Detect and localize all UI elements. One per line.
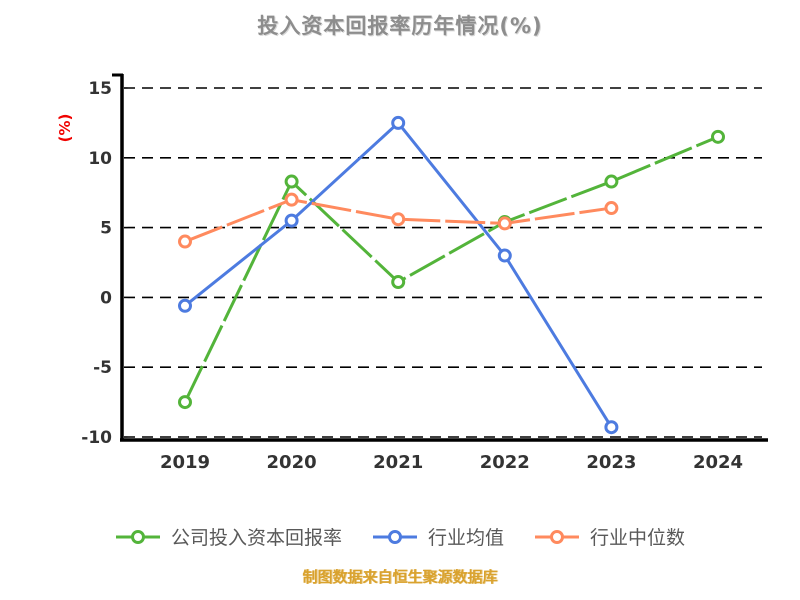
legend-item-industry-mean: 行业均值 bbox=[372, 523, 504, 550]
y-tick-label: -10 bbox=[81, 428, 112, 448]
data-point-marker bbox=[604, 201, 619, 216]
chart-legend: 公司投入资本回报率 行业均值 行业中位数 bbox=[0, 523, 800, 550]
data-point-marker bbox=[284, 192, 299, 207]
x-tick-label: 2019 bbox=[160, 452, 210, 473]
y-tick-label: 5 bbox=[100, 219, 112, 239]
data-point-marker bbox=[711, 129, 725, 144]
chart-title: 投入资本回报率历年情况(%) bbox=[257, 14, 543, 38]
data-point-marker bbox=[178, 395, 192, 410]
legend-label-company-roic: 公司投入资本回报率 bbox=[170, 527, 342, 549]
data-point-marker bbox=[284, 174, 299, 189]
legend-label-industry-mean: 行业均值 bbox=[427, 527, 504, 549]
data-source-note: 制图数据来自恒生聚源数据库 bbox=[302, 568, 498, 586]
x-tick-label: 2022 bbox=[480, 452, 530, 473]
x-tick-label: 2023 bbox=[586, 452, 636, 473]
data-point-marker bbox=[178, 298, 192, 313]
x-tick-label: 2020 bbox=[267, 452, 317, 473]
data-point-marker bbox=[391, 115, 406, 130]
series-line bbox=[183, 135, 719, 403]
legend-marker-company-roic-icon bbox=[115, 529, 160, 544]
legend-marker-industry-median-icon bbox=[535, 529, 579, 544]
legend-item-industry-median: 行业中位数 bbox=[534, 523, 685, 550]
data-point-marker bbox=[178, 234, 192, 249]
y-axis-label: (%) bbox=[56, 114, 74, 143]
data-point-marker bbox=[391, 212, 406, 227]
x-tick-label: 2021 bbox=[373, 452, 423, 473]
data-point-marker bbox=[284, 213, 299, 228]
y-tick-label: 10 bbox=[88, 149, 112, 169]
x-tick-label: 2024 bbox=[693, 452, 743, 473]
data-point-marker bbox=[497, 216, 512, 231]
data-point-marker bbox=[604, 420, 619, 435]
y-tick-label: 0 bbox=[100, 288, 112, 308]
legend-item-company-roic: 公司投入资本回报率 bbox=[115, 523, 342, 550]
y-tick-label: -5 bbox=[93, 358, 112, 378]
data-point-marker bbox=[391, 275, 406, 290]
data-point-marker bbox=[604, 174, 619, 189]
y-tick-label: 15 bbox=[88, 79, 112, 99]
legend-marker-industry-mean-icon bbox=[372, 529, 417, 544]
data-point-marker bbox=[497, 248, 512, 263]
series-line bbox=[184, 198, 612, 243]
legend-label-industry-median: 行业中位数 bbox=[590, 527, 686, 549]
